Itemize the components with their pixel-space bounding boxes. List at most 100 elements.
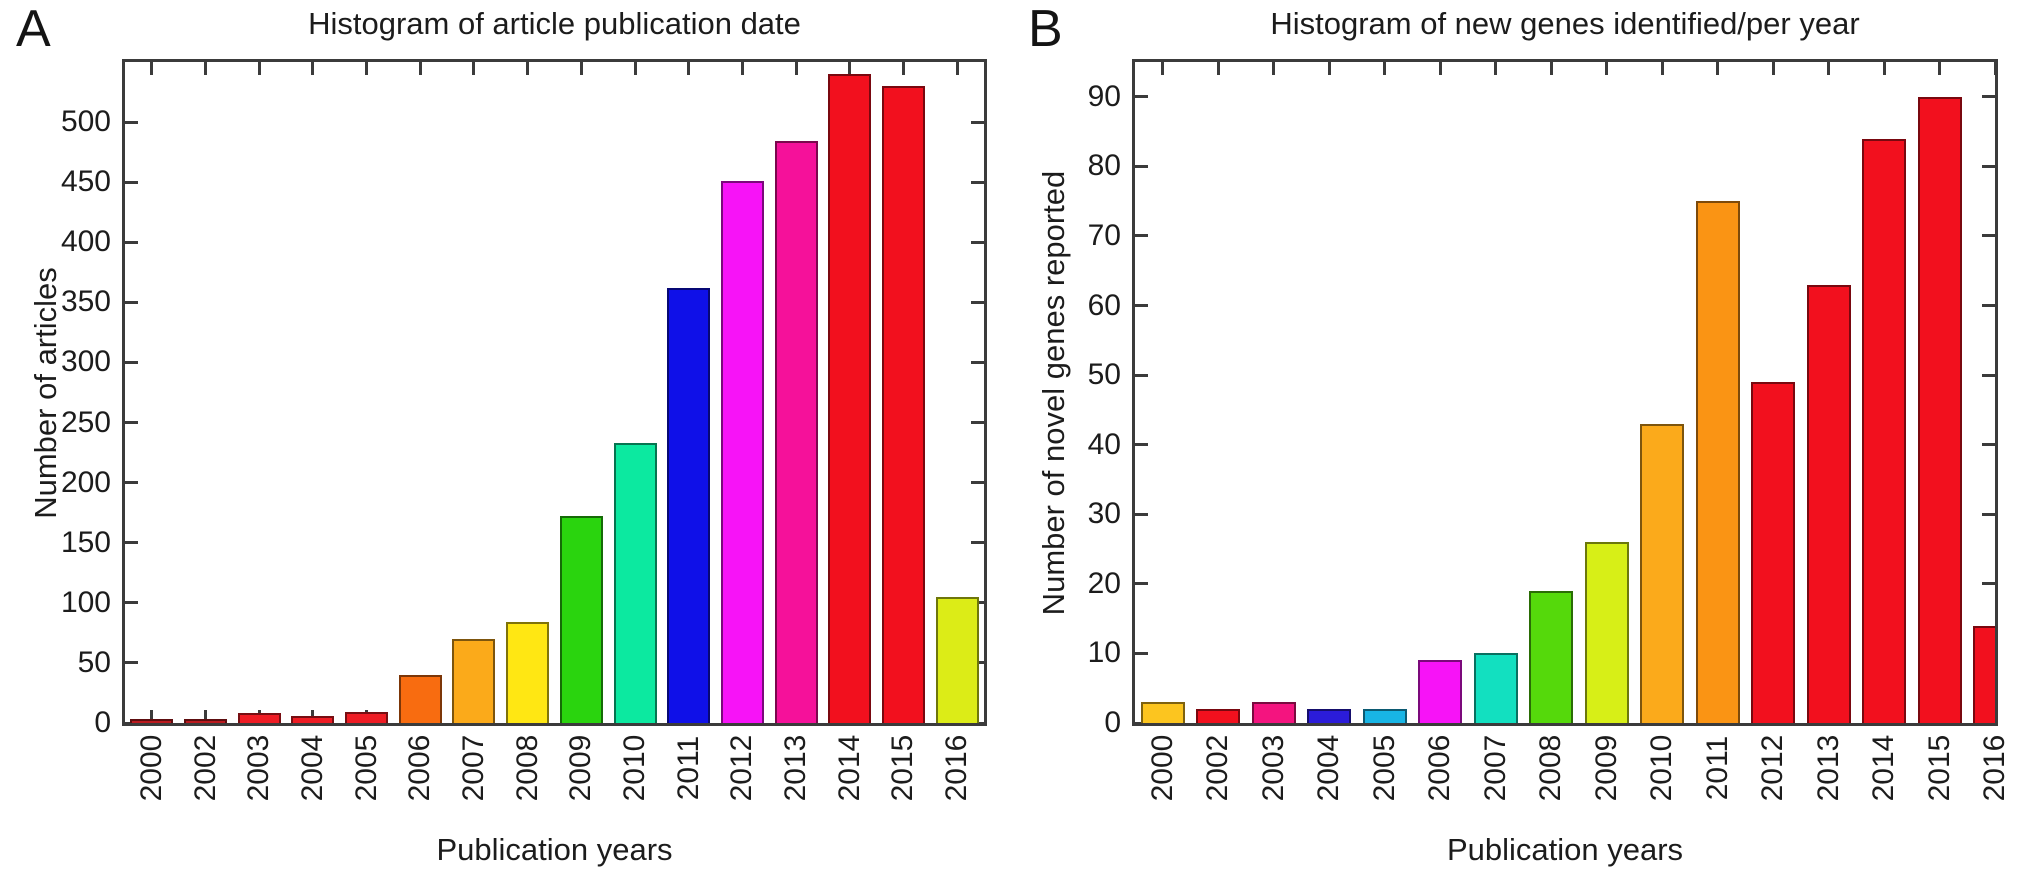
bar-2007 (1473, 653, 1518, 723)
x-tick (1272, 710, 1276, 723)
y-tick (125, 541, 138, 545)
panel-a-x-axis-label: Publication years (436, 832, 673, 867)
x-tick-label: 2002 (188, 734, 222, 802)
x-tick (1660, 62, 1664, 75)
panel-a-y-axis-label: Number of articles (28, 266, 63, 519)
y-tick (1135, 512, 1148, 516)
x-tick (472, 710, 476, 723)
bar-2005 (345, 712, 389, 723)
x-tick (1216, 710, 1220, 723)
x-tick (1938, 710, 1942, 723)
x-tick (579, 62, 583, 75)
panel-a-chart-title: Histogram of article publication date (308, 6, 801, 41)
y-tick (125, 120, 138, 124)
x-tick (955, 710, 959, 723)
x-tick-label: 2000 (1145, 734, 1179, 802)
x-tick (848, 710, 852, 723)
bar-2006 (398, 675, 442, 723)
y-tick (1982, 443, 1995, 447)
x-tick (1216, 62, 1220, 75)
x-tick (1327, 710, 1331, 723)
tick-marks (1135, 62, 1997, 725)
y-tick-label: 450 (60, 165, 111, 199)
x-tick-label: 2009 (1589, 734, 1623, 802)
x-tick (1993, 62, 1997, 75)
x-tick (633, 710, 637, 723)
x-tick-label: 2004 (1312, 734, 1346, 802)
y-tick (1982, 95, 1995, 99)
x-tick (1882, 710, 1886, 723)
bar-2004 (291, 716, 335, 723)
x-tick (901, 710, 905, 723)
y-tick (1135, 95, 1148, 99)
bar-2003 (1251, 702, 1296, 723)
x-tick (794, 62, 798, 75)
x-tick-label: 2013 (779, 734, 813, 802)
x-tick (1827, 710, 1831, 723)
x-tick (1272, 62, 1276, 75)
bar-2010 (1640, 424, 1685, 723)
y-tick (1982, 651, 1995, 655)
y-tick-label: 500 (60, 105, 111, 139)
y-tick (971, 120, 984, 124)
y-tick (125, 300, 138, 304)
y-tick (1135, 443, 1148, 447)
x-tick (1438, 710, 1442, 723)
y-tick (125, 360, 138, 364)
y-tick-label: 10 (1087, 636, 1121, 670)
bar-2000 (130, 719, 174, 723)
x-tick-label: 2008 (1534, 734, 1568, 802)
y-tick-label: 70 (1087, 218, 1121, 252)
y-tick-label: 30 (1087, 497, 1121, 531)
x-tick (526, 710, 530, 723)
y-tick (971, 541, 984, 545)
x-tick-label: 2012 (1756, 734, 1790, 802)
x-tick-label: 2007 (1478, 734, 1512, 802)
y-tick (1135, 651, 1148, 655)
x-tick (1605, 62, 1609, 75)
panel-b-chart-title: Histogram of new genes identified/per ye… (1270, 6, 1860, 41)
x-tick (740, 62, 744, 75)
y-tick-label: 200 (60, 465, 111, 499)
y-tick (971, 300, 984, 304)
bar-2015 (1917, 97, 1962, 723)
x-tick (1327, 62, 1331, 75)
y-tick (971, 661, 984, 665)
x-tick-label: 2014 (1867, 734, 1901, 802)
y-tick (125, 601, 138, 605)
panel-a-letter: A (16, 0, 51, 58)
x-tick (1383, 62, 1387, 75)
x-tick-label: 2012 (725, 734, 759, 802)
x-tick (311, 62, 315, 75)
y-tick-label: 150 (60, 525, 111, 559)
x-tick-label: 2007 (456, 734, 490, 802)
bar-2014 (1862, 139, 1907, 723)
x-tick (1161, 62, 1165, 75)
x-tick-label: 2006 (1423, 734, 1457, 802)
plot-area (125, 62, 984, 723)
y-tick (971, 481, 984, 485)
y-tick-label: 90 (1087, 79, 1121, 113)
y-tick (1135, 234, 1148, 238)
x-tick (150, 710, 154, 723)
bar-2000 (1140, 702, 1185, 723)
x-tick (1716, 62, 1720, 75)
x-tick-label: 2010 (1645, 734, 1679, 802)
axes-frame (122, 59, 987, 726)
y-tick (1135, 373, 1148, 377)
x-tick (901, 62, 905, 75)
x-tick (204, 710, 208, 723)
x-tick (1438, 62, 1442, 75)
bar-2013 (774, 141, 818, 723)
x-tick (1605, 710, 1609, 723)
y-tick-label: 100 (60, 585, 111, 619)
y-tick (971, 421, 984, 425)
x-tick (1549, 710, 1553, 723)
x-tick-label: 2010 (618, 734, 652, 802)
x-tick (365, 62, 369, 75)
bar-2004 (1307, 709, 1352, 723)
bar-2011 (667, 288, 711, 723)
bar-2013 (1806, 285, 1851, 723)
x-tick-label: 2005 (349, 734, 383, 802)
